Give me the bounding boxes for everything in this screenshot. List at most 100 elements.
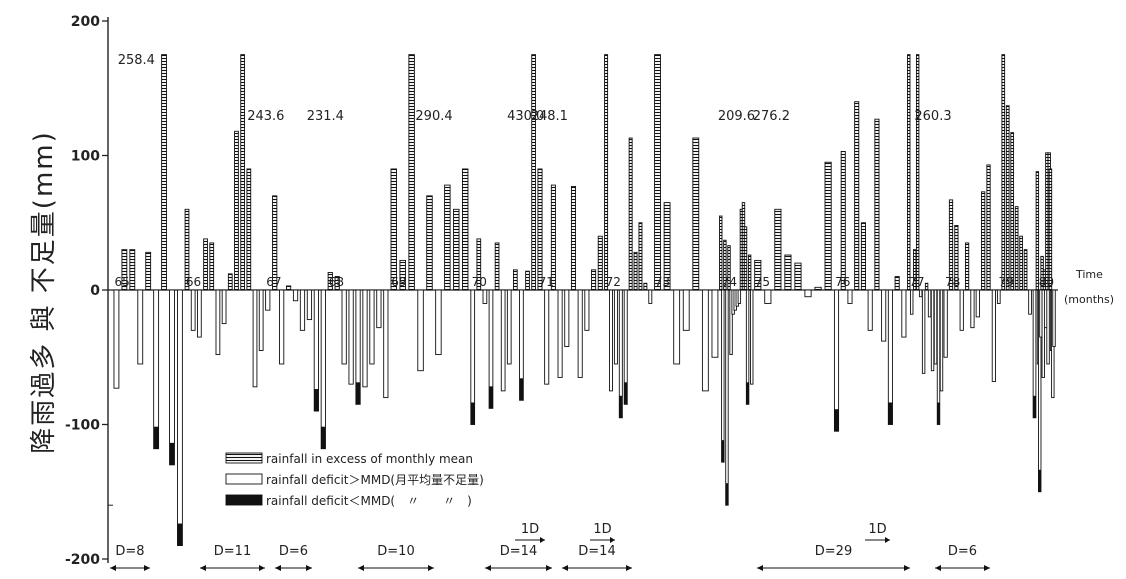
- bar-E: [638, 222, 643, 291]
- bar-E: [234, 130, 239, 291]
- peak-value-label: 248.1: [531, 109, 568, 124]
- bar-D: [153, 289, 160, 450]
- bar-D: [258, 289, 264, 351]
- bar-E: [494, 242, 500, 291]
- bar-D: [737, 289, 742, 304]
- gap-mark-label: 1D: [593, 522, 611, 537]
- bar-D: [584, 289, 590, 331]
- bar-D: [613, 289, 618, 365]
- bar-S: [489, 386, 493, 409]
- year-label: 74: [722, 275, 737, 289]
- bar-E: [747, 254, 752, 291]
- bar-E: [1035, 171, 1040, 291]
- year-label: 77: [909, 275, 924, 289]
- year-label: 78: [945, 275, 960, 289]
- bar-E: [408, 54, 415, 291]
- bar-D: [306, 289, 313, 321]
- bar-E: [824, 161, 832, 291]
- bar-S: [937, 402, 940, 425]
- peak-value-label: 276.2: [753, 109, 790, 124]
- bar-D: [113, 289, 120, 389]
- bar-D: [369, 289, 375, 365]
- bar-D: [970, 289, 975, 329]
- bar-S: [1038, 469, 1041, 492]
- arrow-right-icon: [259, 565, 265, 571]
- gap-mark-label: 1D: [868, 522, 886, 537]
- bar-E: [145, 251, 152, 291]
- gap-mark-label: 1D: [521, 522, 539, 537]
- bar-D: [482, 289, 488, 304]
- bar-D: [506, 289, 512, 365]
- legend-label: rainfall deficit＞MMD(月平均量不足量): [266, 473, 484, 487]
- year-label: 75: [755, 275, 770, 289]
- bar-D: [918, 289, 923, 298]
- bar-E: [227, 273, 233, 291]
- y-tick-label: 0: [90, 283, 100, 299]
- bar-E: [426, 195, 433, 291]
- bar-D: [867, 289, 873, 331]
- bar-D: [376, 289, 382, 329]
- arrow-right-icon: [904, 565, 910, 571]
- bar-S: [624, 382, 628, 405]
- arrow-left-icon: [200, 565, 206, 571]
- bar-D: [299, 289, 306, 331]
- bar-S: [746, 382, 749, 405]
- year-label: 67: [266, 275, 281, 289]
- bar-S: [177, 523, 183, 546]
- year-label: 65: [114, 275, 129, 289]
- year-label: 73: [655, 275, 670, 289]
- bar-D: [996, 289, 1001, 304]
- bar-E: [203, 238, 208, 291]
- peak-value-label: 243.6: [247, 109, 284, 124]
- arrow-right-icon: [306, 565, 312, 571]
- bar-S: [1033, 395, 1036, 418]
- drought-span-label: D=14: [500, 544, 537, 559]
- bar-E: [537, 168, 543, 291]
- bar-E: [894, 276, 900, 291]
- bar-D: [320, 289, 326, 450]
- bar-E: [924, 282, 929, 291]
- bar-D: [943, 289, 948, 358]
- bar-D: [1052, 289, 1056, 347]
- arrow-right-icon: [540, 537, 545, 543]
- bar-E: [915, 54, 920, 291]
- y-tick-label: 100: [71, 149, 100, 165]
- bar-E: [774, 208, 782, 291]
- bar-E: [1014, 206, 1019, 291]
- legend-swatch-S: [225, 494, 263, 506]
- legend-label: rainfall deficit＜MMD( 〃 〃 ): [266, 494, 472, 508]
- bar-D: [927, 289, 932, 318]
- bar-S: [470, 402, 475, 425]
- arrow-left-icon: [935, 565, 941, 571]
- bar-S: [355, 382, 361, 405]
- bar-D: [215, 289, 221, 356]
- bar-E: [461, 168, 469, 291]
- bar-D: [764, 289, 772, 304]
- bar-E: [444, 184, 451, 291]
- bar-E: [1048, 168, 1053, 291]
- bar-E: [628, 137, 633, 291]
- bar-D: [383, 289, 389, 399]
- year-label: 66: [186, 275, 201, 289]
- bar-E: [954, 224, 959, 291]
- peak-value-label: 290.4: [415, 109, 452, 124]
- bar-E: [719, 215, 723, 291]
- bar-E: [643, 282, 648, 291]
- bar-S: [721, 440, 725, 463]
- year-label: 76: [835, 275, 850, 289]
- bar-D: [991, 289, 996, 382]
- bar-E: [327, 272, 333, 291]
- x-axis-title: Time: [1075, 268, 1103, 281]
- bar-D: [721, 289, 725, 463]
- bar-E: [654, 54, 661, 291]
- bar-E: [860, 222, 866, 291]
- bar-E: [727, 245, 731, 291]
- bar-E: [570, 185, 577, 291]
- year-label: 69: [391, 275, 406, 289]
- bar-E: [912, 249, 917, 291]
- bar-E: [784, 254, 792, 291]
- bar-E: [246, 168, 252, 291]
- arrow-right-icon: [546, 565, 552, 571]
